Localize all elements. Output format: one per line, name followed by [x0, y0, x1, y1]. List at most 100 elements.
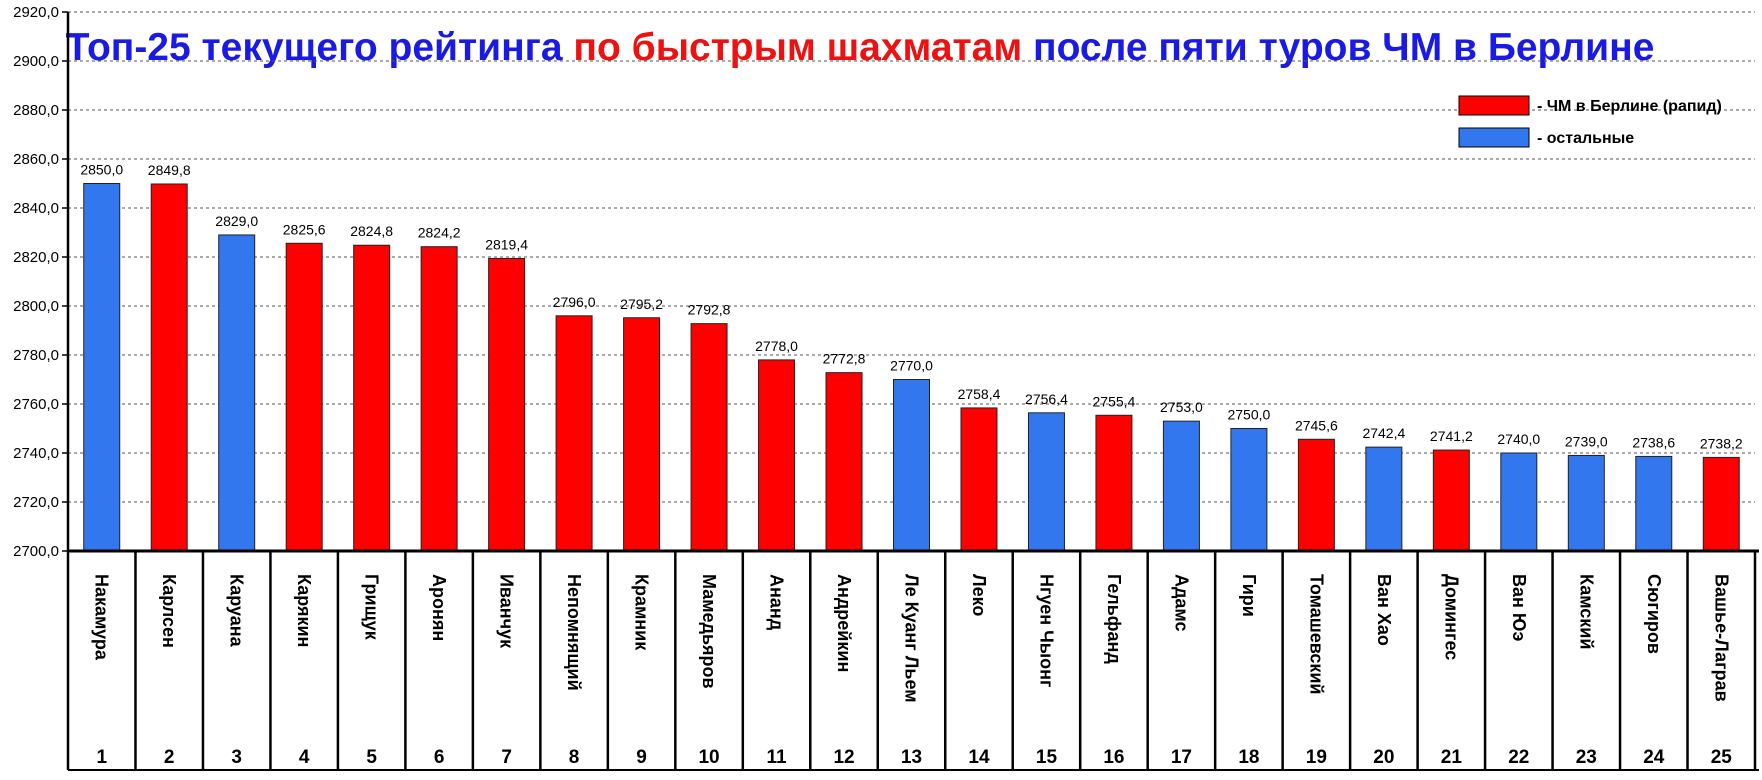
category-label-5: Грищук	[362, 574, 382, 641]
category-label-18: Гири	[1239, 574, 1259, 617]
y-tick-label: 2760,0	[13, 396, 59, 413]
rank-label-9: 9	[636, 747, 647, 768]
x-axis: Накамура 1 Карлсен 2 Каруана 3 Карякин 4 Грищук 5…	[68, 549, 1759, 771]
y-tick-label: 2880,0	[13, 102, 59, 119]
rank-label-16: 16	[1103, 747, 1124, 768]
value-label-20: 2742,4	[1362, 425, 1405, 441]
category-label-10: Мамедьяров	[699, 574, 719, 689]
bar-21	[1432, 449, 1470, 552]
y-tick-label: 2900,0	[13, 53, 59, 70]
bars	[83, 183, 1740, 552]
value-label-9: 2795,2	[620, 296, 663, 312]
rank-label-6: 6	[434, 747, 445, 768]
value-label-3: 2829,0	[215, 213, 258, 229]
bar-18	[1230, 428, 1268, 552]
bar-3	[218, 234, 256, 552]
value-label-7: 2819,4	[485, 236, 528, 252]
rank-label-4: 4	[299, 747, 310, 768]
rank-label-24: 24	[1643, 747, 1665, 768]
rank-label-7: 7	[501, 747, 512, 768]
rank-label-23: 23	[1576, 747, 1597, 768]
category-label-11: Ананд	[767, 574, 787, 631]
value-label-6: 2824,2	[418, 225, 461, 241]
bar-8	[555, 315, 593, 552]
title-part-2: по быстрым шахматам	[573, 26, 1022, 69]
category-label-16: Гельфанд	[1104, 574, 1124, 664]
title-part-1: Топ-25 текущего рейтинга	[66, 26, 574, 69]
category-label-22: Ван Юэ	[1509, 574, 1529, 641]
rank-label-22: 22	[1508, 747, 1529, 768]
rank-label-1: 1	[96, 747, 107, 768]
category-label-13: Ле Куанг Льем	[902, 574, 922, 703]
category-label-24: Сюгиров	[1644, 574, 1664, 654]
legend: - ЧМ в Берлине (рапид) - остальные	[1458, 95, 1722, 148]
y-tick-label: 2920,0	[13, 4, 59, 21]
bar-23	[1567, 454, 1605, 552]
category-label-1: Накамура	[92, 574, 112, 661]
category-label-4: Карякин	[294, 574, 314, 647]
rank-label-2: 2	[164, 747, 175, 768]
category-label-17: Адамс	[1171, 574, 1191, 632]
category-label-3: Каруана	[227, 574, 247, 648]
bar-4	[285, 242, 323, 552]
rank-label-5: 5	[366, 747, 377, 768]
bar-16	[1095, 414, 1133, 552]
rank-label-13: 13	[901, 747, 922, 768]
legend-label-other: - остальные	[1537, 130, 1634, 147]
value-label-17: 2753,0	[1160, 399, 1203, 415]
value-label-11: 2778,0	[755, 338, 798, 354]
value-label-4: 2825,6	[283, 221, 326, 237]
grid-lines	[68, 11, 1755, 503]
bar-7	[488, 257, 526, 552]
value-label-25: 2738,2	[1700, 435, 1743, 451]
y-tick-label: 2860,0	[13, 151, 59, 168]
bar-19	[1297, 438, 1335, 552]
y-tick-label: 2740,0	[13, 445, 59, 462]
bar-15	[1027, 412, 1065, 552]
category-label-7: Иванчук	[497, 574, 517, 649]
rank-label-10: 10	[698, 747, 719, 768]
value-labels: 2850,0 2849,8 2829,0 2825,6 2824,8 2824,2 2819…	[80, 162, 1743, 452]
bar-12	[825, 372, 863, 552]
category-label-9: Крамник	[632, 574, 652, 651]
y-axis: 2700,0 2720,0 2740,0 2760,0 2780,0 2800,0 2820…	[13, 4, 70, 770]
value-label-22: 2740,0	[1497, 431, 1540, 447]
value-label-12: 2772,8	[823, 351, 866, 367]
bar-2	[150, 183, 188, 552]
legend-label-berlin: - ЧМ в Берлине (рапид)	[1537, 98, 1722, 115]
value-label-21: 2741,2	[1430, 428, 1473, 444]
bar-24	[1635, 455, 1673, 552]
bar-1	[83, 183, 121, 552]
rank-label-14: 14	[968, 747, 990, 768]
y-tick-label: 2840,0	[13, 200, 59, 217]
category-label-21: Домингес	[1441, 574, 1461, 660]
category-label-19: Томашевский	[1306, 574, 1326, 695]
value-label-19: 2745,6	[1295, 417, 1338, 433]
bar-20	[1365, 446, 1403, 552]
rank-label-25: 25	[1711, 747, 1733, 768]
rank-label-15: 15	[1036, 747, 1058, 768]
category-label-8: Непомнящий	[564, 574, 584, 691]
y-tick-label: 2820,0	[13, 249, 59, 266]
bar-14	[960, 407, 998, 552]
category-label-20: Ван Хао	[1374, 574, 1394, 646]
category-label-12: Андрейкин	[834, 574, 854, 672]
bar-25	[1702, 456, 1740, 552]
rank-label-19: 19	[1306, 747, 1327, 768]
category-label-15: Нгуен Чыонг	[1036, 574, 1056, 688]
legend-swatch-other	[1458, 127, 1530, 148]
value-label-2: 2849,8	[148, 162, 191, 178]
y-tick-label: 2800,0	[13, 298, 59, 315]
category-label-23: Камский	[1576, 574, 1596, 649]
category-label-14: Леко	[969, 574, 989, 616]
value-label-10: 2792,8	[688, 302, 731, 318]
value-label-13: 2770,0	[890, 358, 933, 374]
legend-swatch-berlin	[1458, 95, 1530, 116]
category-label-6: Аронян	[429, 574, 449, 641]
value-label-16: 2755,4	[1093, 393, 1136, 409]
bar-22	[1500, 452, 1538, 552]
category-label-2: Карлсен	[159, 574, 179, 648]
bar-5	[353, 244, 391, 552]
value-label-24: 2738,6	[1632, 434, 1675, 450]
